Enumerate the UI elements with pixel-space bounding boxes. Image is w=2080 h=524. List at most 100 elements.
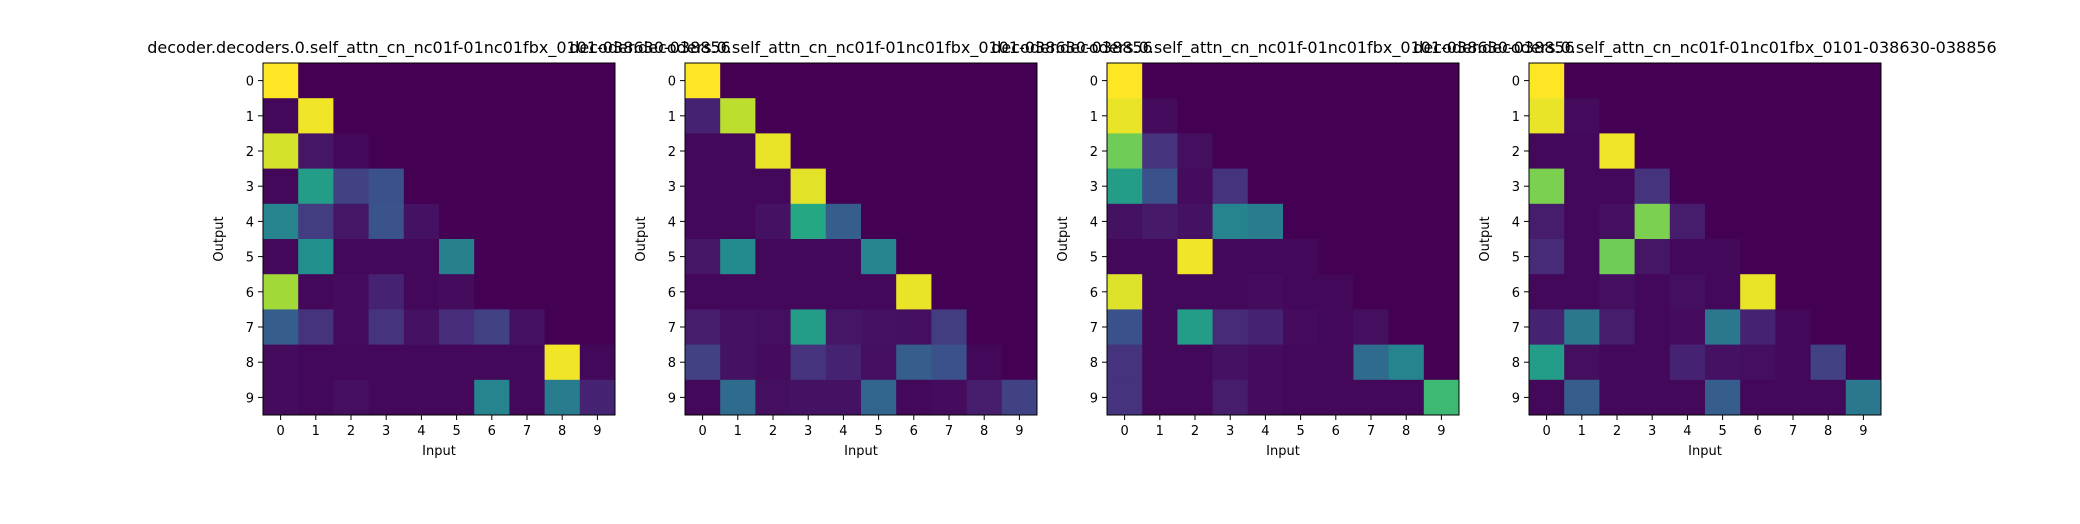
heatmap-cell <box>544 379 581 416</box>
heatmap-cell <box>931 379 968 416</box>
x-tick-label: 9 <box>1015 424 1023 439</box>
heatmap-cell <box>896 203 932 240</box>
heatmap-cell <box>1001 309 1038 346</box>
y-tick-label: 7 <box>246 321 254 336</box>
heatmap-cell <box>1283 98 1319 134</box>
y-tick-label: 1 <box>668 110 676 125</box>
heatmap-cell <box>1705 203 1741 240</box>
heatmap-cell <box>333 239 370 275</box>
heatmap-cell <box>1564 239 1600 275</box>
heatmap-cell <box>1529 203 1565 240</box>
heatmap-cell <box>1599 203 1636 240</box>
heatmap-cell <box>474 379 510 416</box>
heatmap-cell <box>1283 133 1319 170</box>
x-tick-label: 2 <box>1613 424 1621 439</box>
heatmap-cell <box>1212 203 1249 240</box>
heatmap-cell <box>1634 344 1671 381</box>
heatmap-cell <box>1845 344 1882 381</box>
heatmap-cell <box>1247 98 1284 134</box>
heatmap-cell <box>931 274 968 310</box>
heatmap-cell <box>1001 239 1038 275</box>
heatmap-cell <box>1423 133 1460 170</box>
x-tick-label: 8 <box>1824 424 1832 439</box>
heatmap-cell <box>720 379 756 416</box>
heatmap-cell <box>1845 309 1882 346</box>
heatmap-cell <box>439 274 475 310</box>
heatmap-cell <box>1810 133 1847 170</box>
y-tick-label: 8 <box>1090 356 1098 371</box>
heatmap-cell <box>896 98 932 134</box>
heatmap-cell <box>333 274 370 310</box>
heatmap-cell <box>720 203 756 240</box>
heatmap-cell <box>1353 309 1390 346</box>
heatmap-cell <box>544 98 581 134</box>
heatmap-cell <box>790 98 827 134</box>
x-tick-label: 2 <box>347 424 355 439</box>
heatmap-cell <box>1599 344 1636 381</box>
heatmap-cell <box>1669 168 1706 205</box>
heatmap-cell <box>1283 239 1319 275</box>
heatmap-cell <box>685 98 721 134</box>
heatmap-cell <box>1353 203 1390 240</box>
heatmap-cell <box>790 274 827 310</box>
heatmap-cell <box>1669 274 1706 310</box>
heatmap-cell <box>474 98 510 134</box>
heatmap-cell <box>1810 274 1847 310</box>
heatmap-cell <box>509 309 546 346</box>
heatmap-cell <box>1177 168 1214 205</box>
heatmap-cell <box>1564 63 1600 99</box>
heatmap-cell <box>1705 274 1741 310</box>
heatmap-cell <box>1564 98 1600 134</box>
heatmap-cell <box>1740 98 1776 134</box>
heatmap-cell <box>861 309 897 346</box>
x-tick-label: 1 <box>734 424 742 439</box>
y-tick-label: 4 <box>1512 215 1520 230</box>
heatmap-cell <box>509 274 546 310</box>
heatmap-cell <box>579 133 616 170</box>
heatmap-cell <box>403 239 440 275</box>
plot-frame <box>1106 62 1460 416</box>
heatmap-cell <box>298 344 334 381</box>
heatmap-cell <box>1740 274 1776 310</box>
y-tick-label: 7 <box>1090 321 1098 336</box>
heatmap-cell <box>1142 98 1178 134</box>
heatmap-cell <box>1318 98 1354 134</box>
plot-frame <box>262 62 616 416</box>
heatmap-cell <box>1318 133 1354 170</box>
heatmap-cell <box>1001 274 1038 310</box>
heatmap-cell <box>1599 168 1636 205</box>
heatmap-cell <box>1388 379 1425 416</box>
heatmap-cell <box>1810 239 1847 275</box>
heatmap-cell <box>1845 203 1882 240</box>
heatmap-cell <box>966 239 1003 275</box>
heatmap-cell <box>1283 379 1319 416</box>
heatmap-cell <box>1423 239 1460 275</box>
heatmap-cell <box>1142 239 1178 275</box>
heatmap-cell <box>509 344 546 381</box>
heatmap-cell <box>474 344 510 381</box>
x-tick-label: 4 <box>1261 424 1269 439</box>
heatmap-cell <box>1564 168 1600 205</box>
x-tick-label: 4 <box>417 424 425 439</box>
y-tick-label: 5 <box>1090 251 1098 266</box>
heatmap-cell <box>861 98 897 134</box>
x-tick-label: 8 <box>558 424 566 439</box>
heatmap-cell <box>1705 239 1741 275</box>
heatmap-cell <box>1142 168 1178 205</box>
heatmap-cell <box>755 344 792 381</box>
heatmap-cell <box>825 344 862 381</box>
heatmap-cell <box>1845 379 1882 416</box>
heatmap-cell <box>439 309 475 346</box>
heatmap-cell <box>755 168 792 205</box>
x-axis-label: Input <box>422 444 456 459</box>
heatmap-cell <box>1669 63 1706 99</box>
heatmap-cell <box>1740 379 1776 416</box>
y-tick-label: 6 <box>1512 286 1520 301</box>
x-tick-label: 1 <box>312 424 320 439</box>
heatmap-cell <box>1177 63 1214 99</box>
y-tick-label: 6 <box>246 286 254 301</box>
chart-title: decoder.decoders.0.self_attn_cn_nc01f-01… <box>991 38 1574 58</box>
x-tick-label: 3 <box>1226 424 1234 439</box>
heatmap-cell <box>298 309 334 346</box>
heatmap-cell <box>1599 133 1636 170</box>
